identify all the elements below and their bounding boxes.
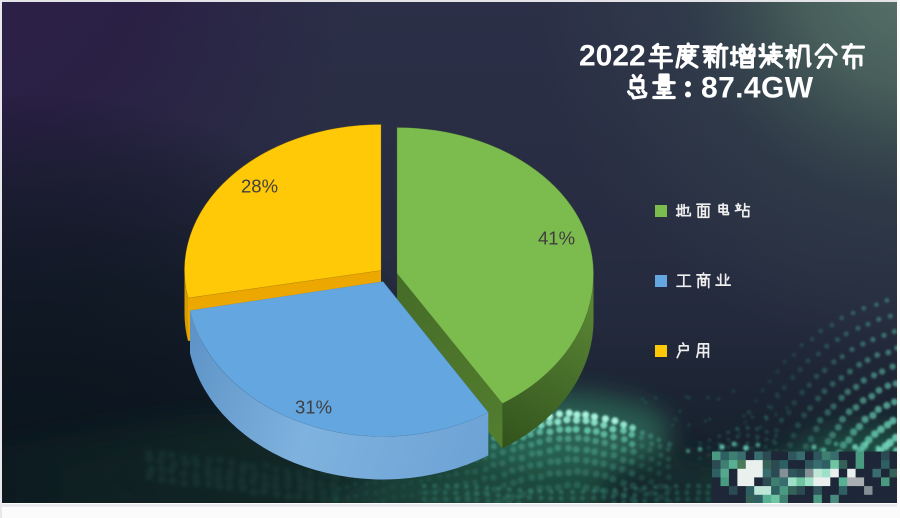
- svg-text:41%: 41%: [538, 228, 575, 249]
- svg-text:28%: 28%: [241, 176, 278, 197]
- svg-text:87.4GW: 87.4GW: [701, 72, 814, 105]
- svg-text:31%: 31%: [295, 397, 332, 418]
- svg-text:2022: 2022: [579, 40, 646, 73]
